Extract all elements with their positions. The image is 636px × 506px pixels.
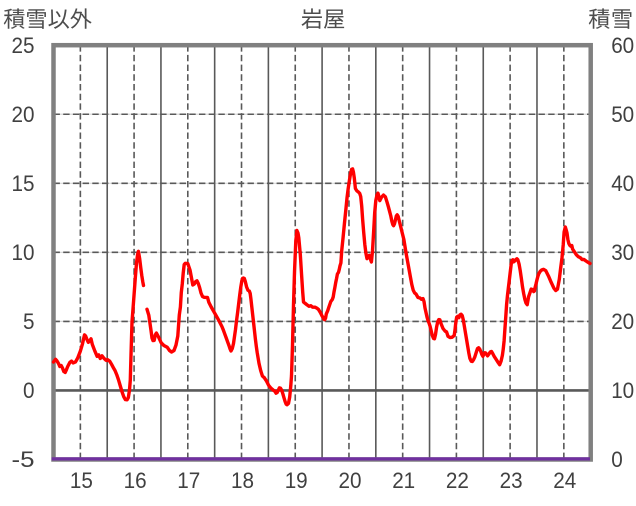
svg-text:20: 20 <box>339 468 362 493</box>
svg-text:15: 15 <box>12 171 35 196</box>
svg-text:19: 19 <box>285 468 308 493</box>
svg-text:50: 50 <box>611 102 634 127</box>
svg-text:-5: -5 <box>12 447 35 472</box>
svg-text:20: 20 <box>611 309 634 334</box>
svg-text:5: 5 <box>23 309 35 334</box>
svg-text:40: 40 <box>611 171 634 196</box>
svg-text:17: 17 <box>177 468 200 493</box>
svg-text:10: 10 <box>611 378 634 403</box>
svg-text:16: 16 <box>124 468 147 493</box>
svg-text:60: 60 <box>611 33 634 58</box>
svg-text:0: 0 <box>611 447 623 472</box>
svg-text:23: 23 <box>500 468 523 493</box>
svg-text:22: 22 <box>446 468 469 493</box>
svg-text:18: 18 <box>231 468 254 493</box>
svg-text:24: 24 <box>553 468 576 493</box>
svg-text:21: 21 <box>392 468 415 493</box>
svg-text:10: 10 <box>12 240 35 265</box>
svg-text:25: 25 <box>12 33 35 58</box>
svg-text:0: 0 <box>23 378 35 403</box>
svg-text:30: 30 <box>611 240 634 265</box>
svg-text:15: 15 <box>70 468 93 493</box>
svg-text:20: 20 <box>12 102 35 127</box>
